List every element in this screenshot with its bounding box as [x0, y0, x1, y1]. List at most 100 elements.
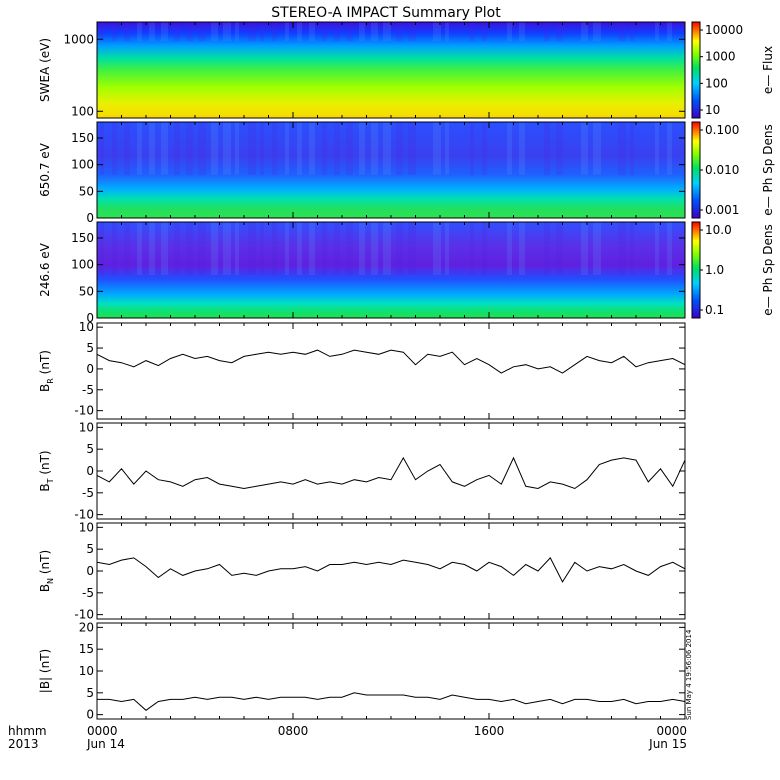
heatmap-streak [186, 22, 193, 42]
heatmap-streak [100, 222, 104, 275]
heatmap-streak [470, 222, 474, 275]
y-tick-label: 15 [79, 642, 94, 656]
y-tick-label: 150 [71, 231, 94, 245]
heatmap-streak [383, 222, 391, 275]
heatmap-streak [112, 122, 117, 175]
heatmap-streak [593, 22, 601, 42]
panel-frame [96, 422, 686, 520]
heatmap-streak [260, 122, 264, 175]
timestamp-note: Sun May 4 19:56:06 2014 [685, 629, 693, 720]
heatmap-streak [260, 22, 264, 42]
y-tick-label: 0 [86, 211, 94, 225]
heatmap-streak [618, 222, 626, 275]
x-axis-unit-label: hhmm [8, 724, 47, 738]
heatmap-streak [445, 222, 449, 275]
heatmap-streak [396, 122, 403, 175]
heatmap-streak [433, 122, 441, 175]
heatmap-streak [260, 222, 264, 275]
colorbar-tick-label: 0.1 [705, 303, 724, 317]
heatmap-streak [519, 222, 525, 275]
colorbar-label: e— Flux [761, 46, 775, 94]
heatmap-streak [297, 222, 302, 275]
heatmap-streak [470, 22, 474, 42]
heatmap-streak [124, 122, 130, 175]
series-line-bt [96, 456, 686, 490]
heatmap-streak [630, 222, 634, 275]
heatmap-streak [655, 22, 659, 42]
heatmap-streak [211, 222, 218, 275]
heatmap-streak [334, 22, 340, 42]
heatmap-streak [161, 22, 168, 42]
colorbar-tick-label: 0.010 [705, 163, 739, 177]
series-line-bmag [97, 692, 686, 711]
colorbar-tick-label: 1000 [705, 50, 736, 64]
heatmap-streak [124, 22, 130, 42]
x-tick-date-label: Jun 14 [86, 737, 125, 751]
y-tick-label: 100 [71, 258, 94, 272]
y-tick-label: 1000 [63, 32, 94, 46]
y-tick-label: 100 [71, 104, 94, 118]
heatmap-streak [174, 22, 180, 42]
heatmap-streak [322, 222, 327, 275]
heatmap-streak [667, 122, 672, 175]
chart-title: STEREO-A IMPACT Summary Plot [271, 5, 501, 21]
colorbar-pad_650 [692, 122, 700, 218]
heatmap-streak [137, 22, 142, 42]
y-tick-label: 0 [86, 708, 94, 722]
heatmap-streak [482, 122, 487, 175]
panel-br: 10 5 0 -5 -10 BR (nT) [38, 320, 686, 420]
heatmap-streak [433, 222, 441, 275]
heatmap-streak [149, 222, 155, 275]
heatmap-streak [100, 122, 104, 175]
heatmap-streak [186, 122, 193, 175]
heatmap-streak [359, 22, 365, 42]
heatmap-streak [507, 22, 512, 42]
y-tick-label: 5 [86, 542, 94, 556]
heatmap-streak [581, 122, 588, 175]
panel-swea: 10000 1000 100 10 e— Flux 1000 100 SWEA (eV) [38, 21, 775, 119]
colorbar-tick-label: 100 [705, 76, 728, 90]
heatmap-streak [519, 122, 525, 175]
heatmap-streak [322, 122, 327, 175]
y-axis-label: BN (nT) [38, 550, 55, 592]
panel-bt: 10 5 0 -5 -10 BT (nT) [38, 420, 686, 522]
heatmap-streak [371, 122, 378, 175]
heatmap-streak [198, 222, 206, 275]
heatmap-streak [556, 122, 563, 175]
heatmap-streak [334, 222, 340, 275]
heatmap-streak [137, 122, 142, 175]
y-tick-label: 0 [86, 464, 94, 478]
y-axis-label: |B| (nT) [38, 649, 52, 693]
heatmap-streak [161, 122, 168, 175]
heatmap-streak [396, 222, 403, 275]
heatmap-streak [593, 122, 601, 175]
colorbar-swea [692, 22, 700, 118]
heatmap-pad_650 [97, 122, 685, 218]
heatmap-streak [297, 122, 302, 175]
y-tick-label: 0 [86, 564, 94, 578]
heatmap-streak [235, 22, 239, 42]
heatmap-streak [112, 22, 117, 42]
colorbar-tick-label: 0.001 [705, 203, 739, 217]
heatmap-streak [544, 122, 550, 175]
x-axis-year-label: 2013 [8, 737, 39, 751]
colorbar-frame [691, 21, 701, 119]
y-tick-label: 5 [86, 442, 94, 456]
y-tick-label: 10 [79, 320, 94, 334]
heatmap-streak [149, 122, 155, 175]
y-tick-label: 150 [71, 131, 94, 145]
heatmap-streak [383, 22, 391, 42]
heatmap-streak [272, 22, 277, 42]
heatmap-streak [285, 222, 289, 275]
heatmap-streak [272, 222, 277, 275]
series-line-br [96, 349, 686, 374]
heatmap-streak [235, 222, 239, 275]
heatmap-streak [309, 222, 315, 275]
colorbar-tick-label: 10 [705, 103, 720, 117]
heatmap-streak [174, 122, 180, 175]
y-tick-label: 50 [79, 284, 94, 298]
heatmap-streak [556, 222, 563, 275]
heatmap-pad_246 [97, 222, 685, 318]
